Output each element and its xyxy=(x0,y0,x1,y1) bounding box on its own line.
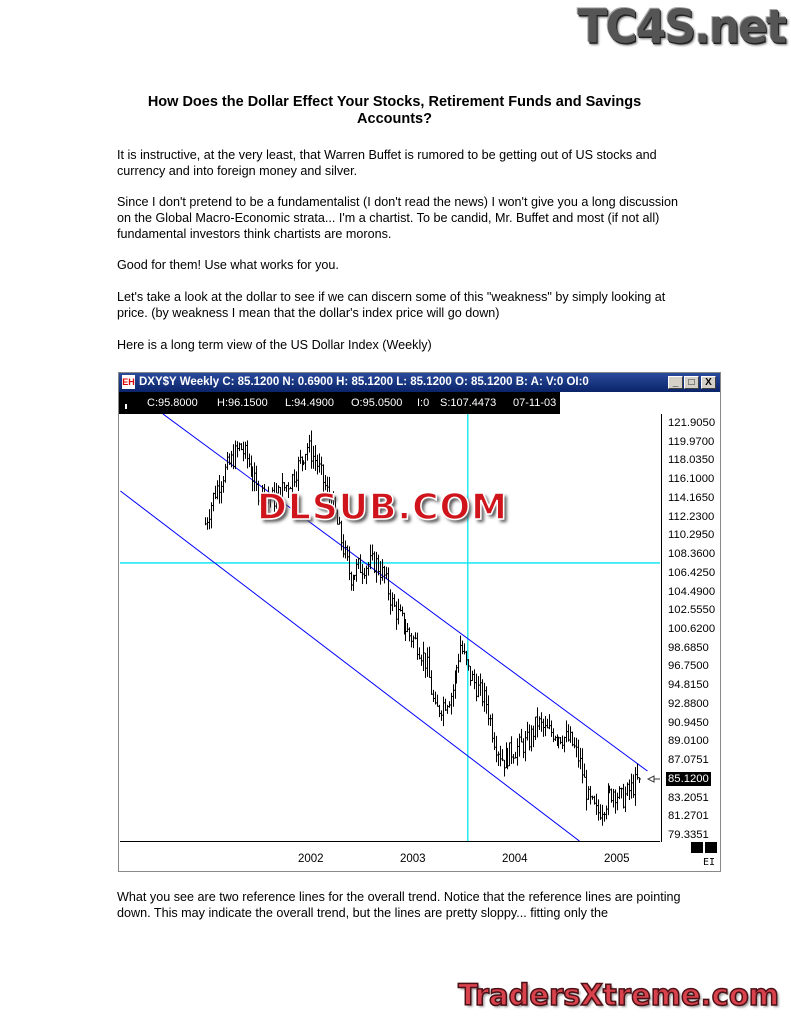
window-title: DXY$Y Weekly C: 85.1200 N: 0.6900 H: 85.… xyxy=(139,376,589,388)
maximize-button[interactable]: □ xyxy=(684,376,699,389)
paragraph: Here is a long term view of the US Dolla… xyxy=(117,338,432,352)
date-tick-label: 2004 xyxy=(502,853,528,865)
price-tick-label: 114.1650 xyxy=(668,491,715,504)
tradersxtreme-logo: TradersXtreme.com xyxy=(457,977,779,1013)
price-tick-label: 81.2701 xyxy=(668,810,709,823)
price-tick-label: 92.8800 xyxy=(668,697,709,710)
price-tick-label: 116.1000 xyxy=(668,473,715,486)
axis-square xyxy=(691,842,703,853)
price-tick-label: 108.3600 xyxy=(668,548,716,561)
data-info-bar: C:95.8000 H:96.1500 L:94.4900 O:95.0500 … xyxy=(119,392,528,414)
date-tick-label: 2003 xyxy=(400,853,426,865)
app-icon: EH xyxy=(122,375,135,389)
price-tick-label: 102.5550 xyxy=(668,604,716,617)
info-low: L:94.4900 xyxy=(285,397,334,409)
price-axis[interactable]: 121.9050 119.9700 118.0350 116.1000 114.1650… xyxy=(661,414,722,842)
price-tick-label: 98.6850 xyxy=(668,641,709,654)
page-title: How Does the Dollar Effect Your Stocks, … xyxy=(147,94,642,127)
info-close: C:95.8000 xyxy=(147,397,198,409)
paragraph: Since I don't pretend to be a fundamenta… xyxy=(117,195,678,241)
dlsub-watermark: DLSUB.COM xyxy=(256,486,508,529)
info-study: S:107.4473 xyxy=(440,397,497,409)
price-tick-label: 79.3351 xyxy=(668,829,709,841)
price-tick-label: 118.0350 xyxy=(668,454,715,467)
price-tick-label: 119.9700 xyxy=(668,435,715,448)
paragraph: Let's take a look at the dollar to see i… xyxy=(117,290,666,320)
price-tick-label: 83.2051 xyxy=(668,791,709,804)
window-titlebar[interactable]: EH DXY$Y Weekly C: 85.1200 N: 0.6900 H: … xyxy=(119,373,720,392)
info-interest: I:0 xyxy=(417,397,430,409)
trend-channel-line xyxy=(120,490,580,841)
price-tick-label: 89.0100 xyxy=(668,735,709,748)
price-tick-label: 96.7500 xyxy=(668,660,709,673)
price-tick-label: 90.9450 xyxy=(668,716,709,729)
paragraph: It is instructive, at the very least, th… xyxy=(117,148,657,178)
tc4s-logo: TC4S.net xyxy=(577,0,787,55)
axis-square xyxy=(705,842,717,853)
price-tick-label: 106.4250 xyxy=(668,566,716,579)
last-price-label: 85.1200 xyxy=(666,772,711,786)
paragraph: What you see are two reference lines for… xyxy=(117,890,681,920)
close-button[interactable]: X xyxy=(701,376,716,389)
price-tick-label: 100.6200 xyxy=(668,623,716,635)
date-axis[interactable]: 2002 2003 2004 2005 xyxy=(120,841,660,872)
date-tick-label: 2002 xyxy=(298,853,324,865)
trend-channel-line xyxy=(162,414,648,772)
price-tick-label: 104.4900 xyxy=(668,585,716,598)
last-price-arrow-icon xyxy=(646,775,660,783)
price-tick-label: 110.2950 xyxy=(668,529,715,542)
price-tick-label: 87.0751 xyxy=(668,754,709,767)
info-date: 07-11-03 xyxy=(513,392,561,414)
marker-icon xyxy=(125,404,127,409)
price-plot[interactable] xyxy=(120,414,660,841)
date-tick-label: 2005 xyxy=(604,853,630,865)
corner-label: EI xyxy=(702,857,715,868)
paragraph: Good for them! Use what works for you. xyxy=(117,258,339,272)
minimize-button[interactable]: _ xyxy=(668,376,683,389)
info-open: O:95.0500 xyxy=(351,397,403,409)
info-high: H:96.1500 xyxy=(217,397,268,409)
price-tick-label: 121.9050 xyxy=(668,417,716,429)
price-tick-label: 94.8150 xyxy=(668,679,709,692)
price-tick-label: 112.2300 xyxy=(668,510,715,523)
chart-window: EH DXY$Y Weekly C: 85.1200 N: 0.6900 H: … xyxy=(118,372,721,872)
